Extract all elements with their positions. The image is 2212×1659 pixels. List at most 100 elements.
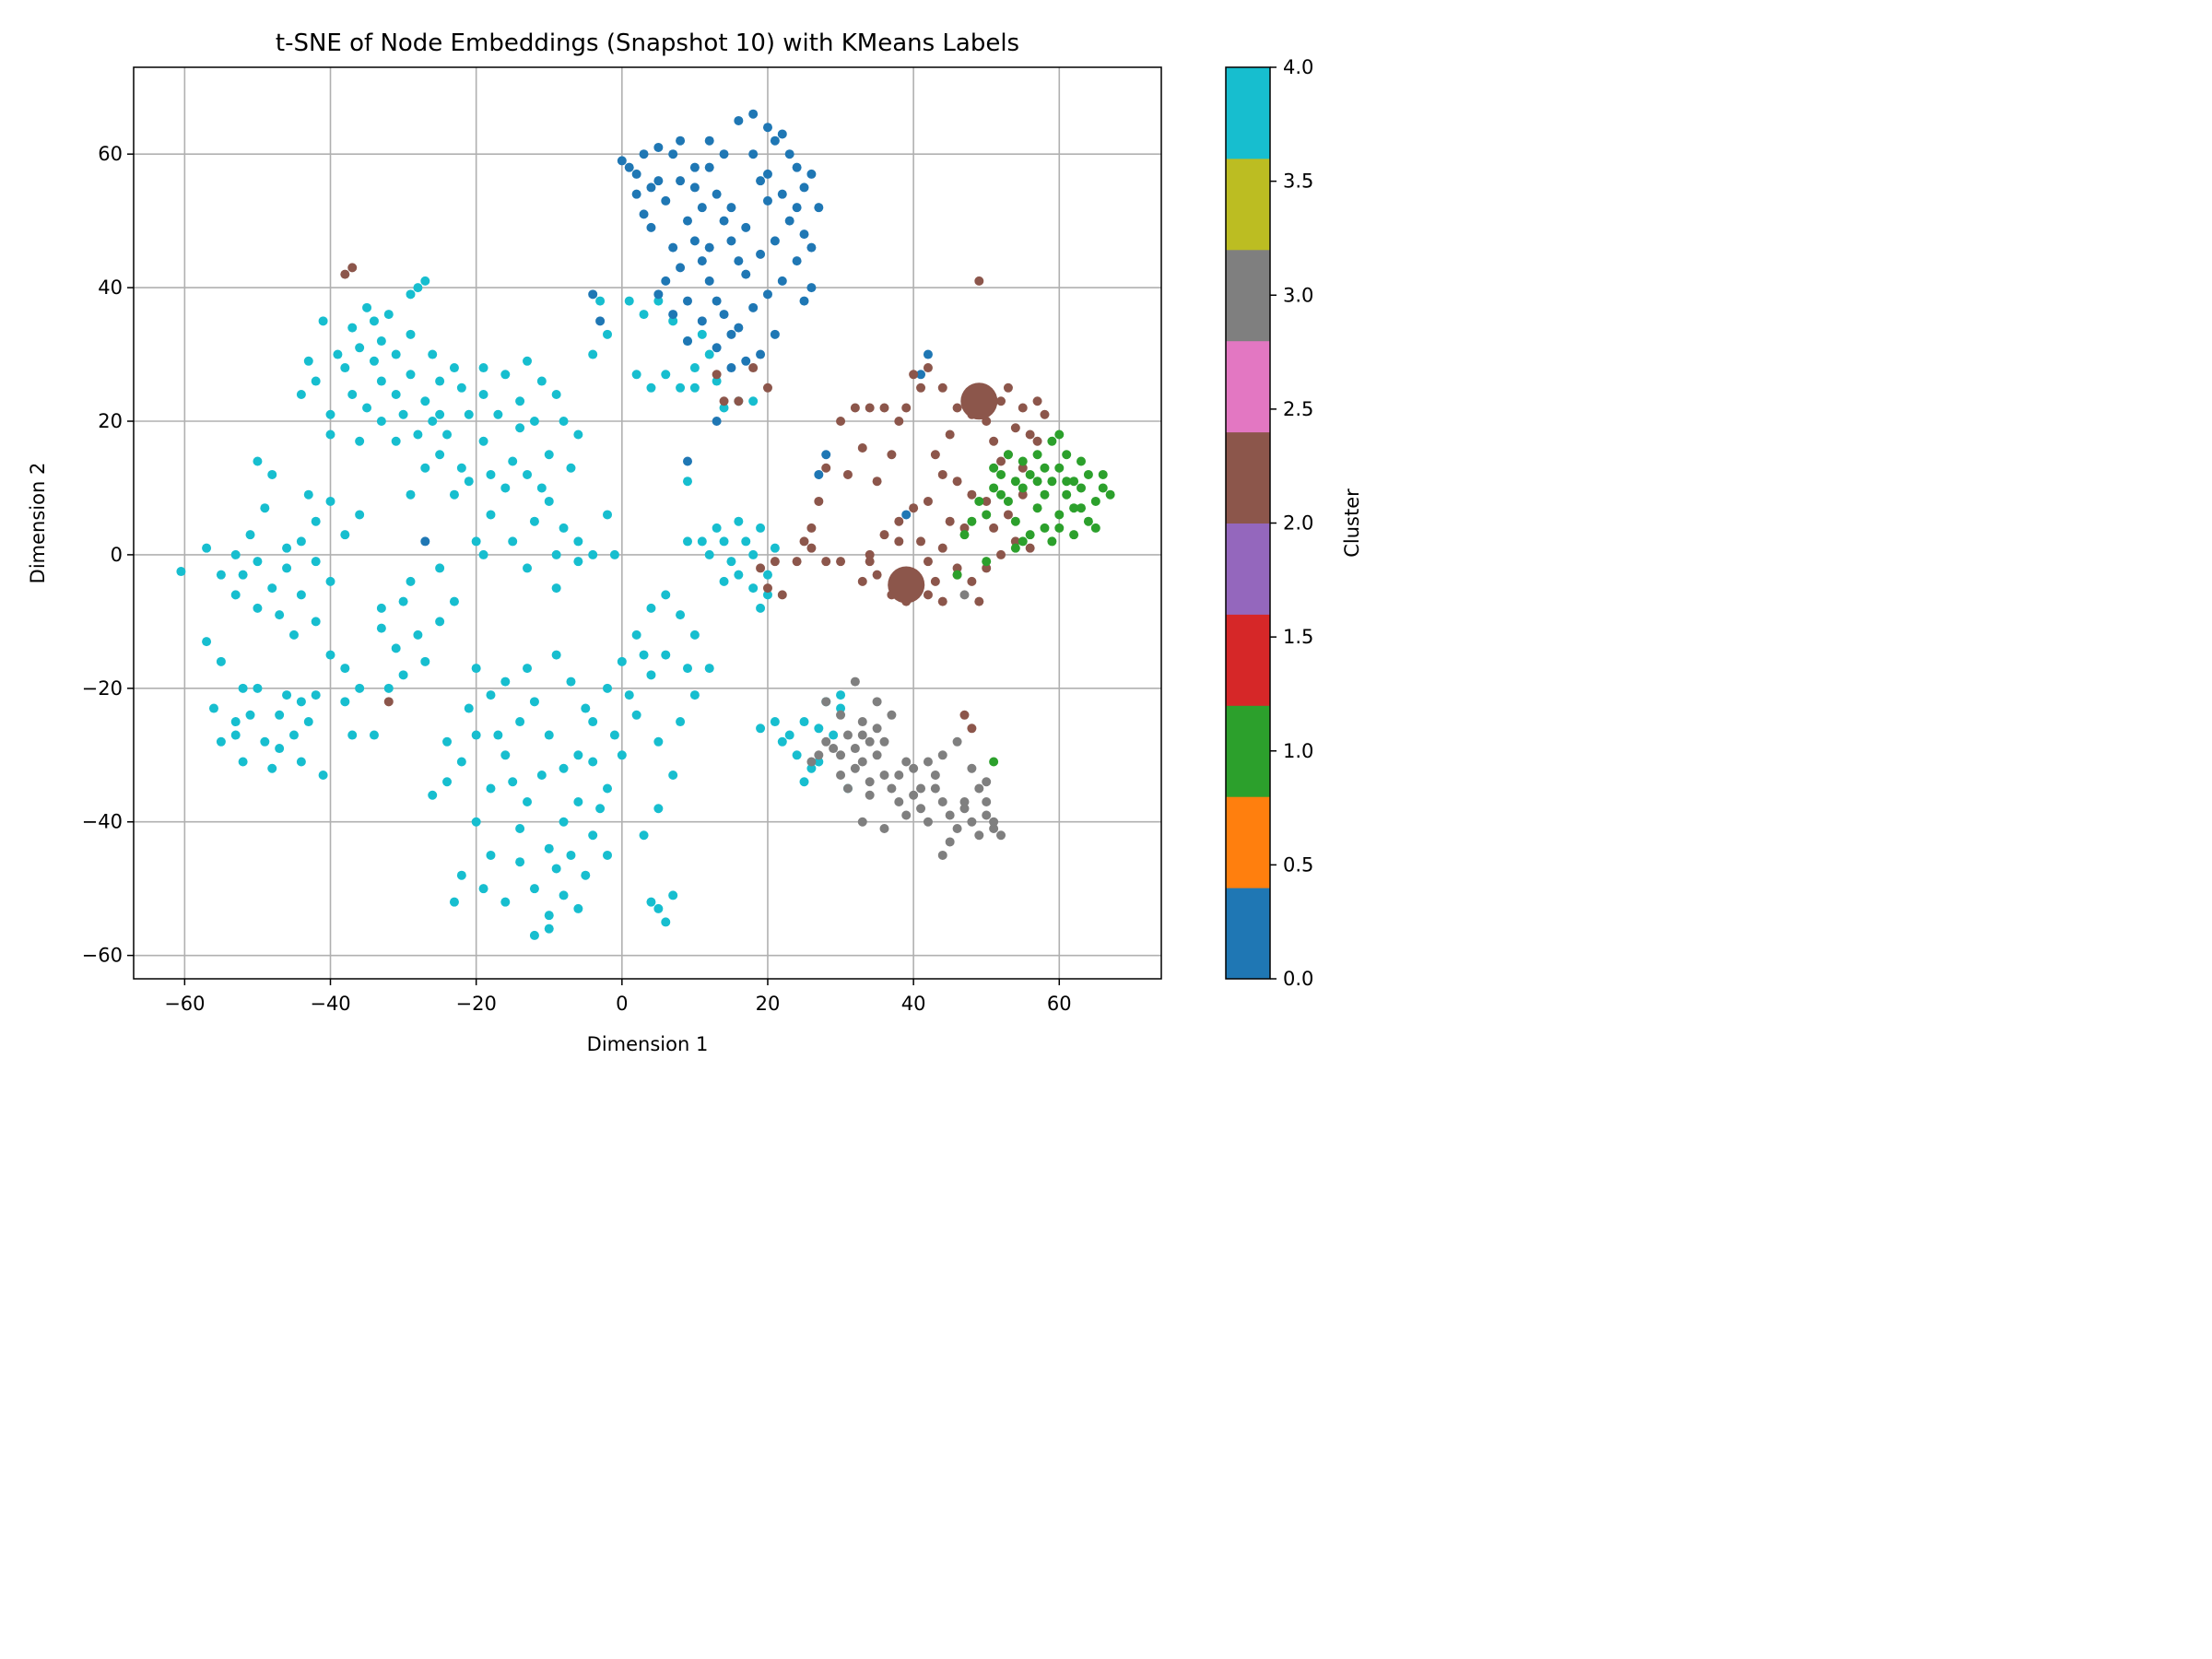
scatter-point xyxy=(631,710,641,720)
scatter-point xyxy=(588,549,598,559)
scatter-point xyxy=(413,629,423,640)
scatter-point xyxy=(383,697,394,707)
x-tick-label: −20 xyxy=(456,993,497,1015)
scatter-point xyxy=(376,623,386,633)
scatter-point xyxy=(588,717,598,727)
scatter-point xyxy=(406,289,416,300)
scatter-point xyxy=(1062,450,1072,460)
scatter-point xyxy=(748,549,759,559)
scatter-point xyxy=(967,516,977,526)
scatter-point xyxy=(1040,409,1050,419)
scatter-point xyxy=(937,596,947,606)
scatter-point xyxy=(996,830,1006,841)
scatter-point xyxy=(369,316,379,326)
scatter-point xyxy=(967,724,977,734)
scatter-point xyxy=(245,530,255,540)
scatter-point xyxy=(930,576,940,586)
scatter-point xyxy=(945,837,955,847)
scatter-point xyxy=(879,736,889,747)
scatter-point xyxy=(974,830,984,841)
scatter-point xyxy=(442,429,453,440)
scatter-point xyxy=(311,557,321,567)
scatter-point xyxy=(989,483,999,493)
scatter-point xyxy=(806,523,817,533)
scatter-point xyxy=(1025,530,1035,540)
scatter-point xyxy=(347,323,358,333)
scatter-point xyxy=(1025,543,1035,553)
scatter-point xyxy=(712,296,722,306)
scatter-point xyxy=(376,336,386,347)
scatter-point xyxy=(391,436,401,446)
scatter-point xyxy=(682,456,692,466)
scatter-point xyxy=(967,489,977,500)
scatter-point xyxy=(923,817,933,827)
scatter-point xyxy=(216,656,226,666)
scatter-point xyxy=(202,637,212,647)
scatter-point xyxy=(603,783,613,794)
x-tick-label: −40 xyxy=(310,993,350,1015)
scatter-point xyxy=(449,489,459,500)
scatter-point xyxy=(369,356,379,366)
scatter-point xyxy=(1062,477,1072,487)
scatter-point xyxy=(857,817,867,827)
scatter-point xyxy=(478,436,488,446)
scatter-point xyxy=(333,349,343,359)
scatter-point xyxy=(391,643,401,653)
scatter-point xyxy=(770,236,780,246)
scatter-point xyxy=(362,403,372,413)
scatter-point xyxy=(595,296,606,306)
scatter-point xyxy=(428,790,438,800)
scatter-point xyxy=(704,135,714,146)
scatter-point xyxy=(916,370,926,380)
scatter-point xyxy=(1090,523,1100,533)
scatter-point xyxy=(974,783,984,794)
scatter-point xyxy=(303,717,313,727)
scatter-point xyxy=(296,757,306,767)
scatter-point xyxy=(923,363,933,373)
scatter-point xyxy=(967,817,977,827)
scatter-point xyxy=(340,363,350,373)
scatter-point xyxy=(879,403,889,413)
scatter-point xyxy=(1054,523,1065,533)
scatter-point xyxy=(486,690,496,700)
scatter-point xyxy=(420,276,430,286)
scatter-point xyxy=(500,750,511,760)
scatter-point xyxy=(340,664,350,674)
scatter-point xyxy=(945,516,955,526)
scatter-point xyxy=(982,563,992,573)
scatter-point xyxy=(865,403,875,413)
scatter-point xyxy=(486,850,496,860)
scatter-point xyxy=(267,469,277,479)
scatter-point xyxy=(697,256,707,266)
scatter-point xyxy=(282,563,292,573)
scatter-point xyxy=(1010,516,1020,526)
scatter-point xyxy=(726,329,736,339)
scatter-point xyxy=(784,149,794,159)
scatter-point xyxy=(704,664,714,674)
scatter-point xyxy=(646,897,656,907)
scatter-point xyxy=(937,469,947,479)
scatter-point xyxy=(748,302,759,312)
scatter-point xyxy=(887,450,897,460)
scatter-point xyxy=(689,162,700,172)
scatter-point xyxy=(376,417,386,427)
scatter-point xyxy=(493,730,503,740)
scatter-point xyxy=(952,736,962,747)
scatter-point xyxy=(682,216,692,226)
scatter-point xyxy=(230,549,241,559)
scatter-point xyxy=(1083,469,1093,479)
scatter-point xyxy=(748,583,759,594)
x-axis-ticks: −60 −40 −20 0 20 40 60 xyxy=(164,979,1072,1015)
scatter-point xyxy=(1054,429,1065,440)
scatter-point xyxy=(937,850,947,860)
y-tick-label: −40 xyxy=(82,811,123,833)
scatter-point xyxy=(1010,543,1020,553)
scatter-point xyxy=(296,536,306,547)
scatter-point xyxy=(296,590,306,600)
scatter-point xyxy=(631,169,641,179)
scatter-point xyxy=(471,536,481,547)
scatter-point xyxy=(318,771,328,781)
scatter-point xyxy=(762,123,772,133)
scatter-point xyxy=(551,583,561,594)
scatter-point xyxy=(559,523,569,533)
